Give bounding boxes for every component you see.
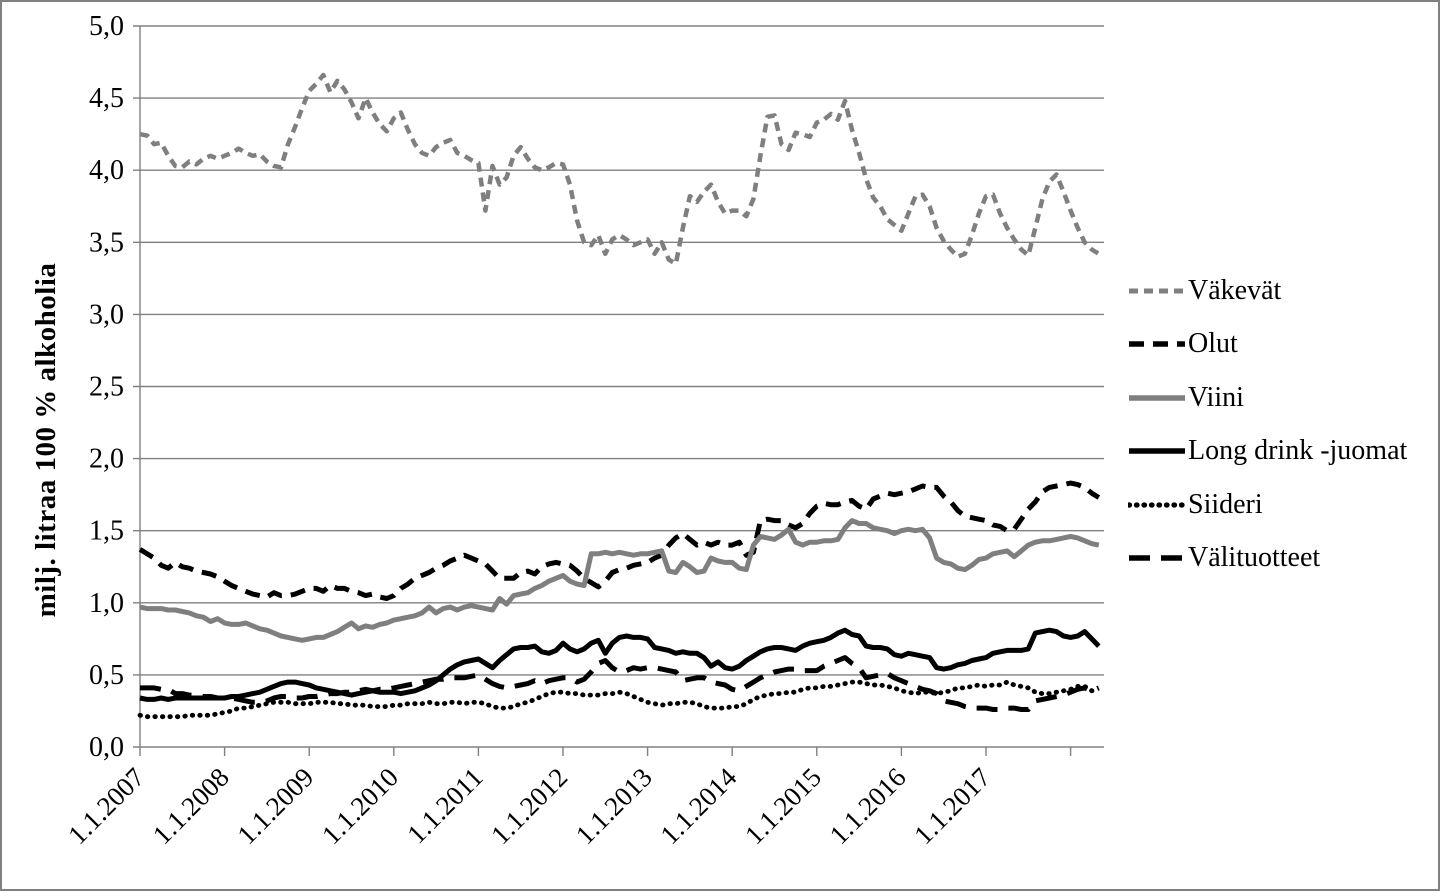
legend-item-siideri: Siideri [1128,478,1428,532]
series-line-valituotteet [140,655,1100,712]
x-tick-label: 1.1.2010 [316,762,404,850]
y-tick-label: 0,5 [89,660,124,691]
x-tick-label: 1.1.2013 [570,762,658,850]
legend-swatch-valituotteet-icon [1129,555,1185,561]
y-tick-label: 4,5 [89,83,124,114]
x-tick-label: 1.1.2007 [62,762,150,850]
legend-swatch-siideri-icon [1128,502,1186,508]
y-tick-label: 1,0 [89,588,124,619]
y-tick-label: 3,0 [89,299,124,330]
legend-item-long-drink: Long drink -juomat [1128,425,1428,479]
legend-swatch-vakevat-icon [1129,288,1185,294]
x-tick-label: 1.1.2016 [824,762,912,850]
legend-swatch-long-drink-icon [1129,448,1185,454]
x-tick-label: 1.1.2012 [485,762,573,850]
legend-label: Long drink -juomat [1188,435,1408,467]
legend-item-vakevat: Väkevät [1128,264,1428,318]
x-tick-label: 1.1.2008 [147,762,235,850]
x-tick-label: 1.1.2017 [908,762,996,850]
x-tick-label: 1.1.2009 [231,762,319,850]
y-tick-label: 5,0 [89,11,124,42]
legend-swatch-viini-icon [1129,395,1185,401]
y-axis-title: milj. litraa 100 % alkoholia [30,262,62,618]
legend-label: Viini [1188,381,1244,413]
legend-label: Väkevät [1188,274,1282,306]
series-line-vakevat [139,72,1100,267]
x-tick-label: 1.1.2011 [401,762,488,849]
legend-label: Olut [1188,328,1238,360]
chart-legend: Väkevät Olut Viini Long drink -juomat Siider… [1128,264,1428,585]
series-line-long-drink [139,627,1101,702]
legend-label: Siideri [1188,488,1263,520]
legend-item-valituotteet: Välituotteet [1128,532,1428,586]
series-line-viini [139,518,1100,643]
series-line-siideri [137,679,1102,720]
y-tick-label: 4,0 [89,155,124,186]
y-tick-label: 2,0 [89,444,124,475]
legend-item-olut: Olut [1128,318,1428,372]
y-tick-label: 1,5 [89,516,124,547]
legend-label: Välituotteet [1188,542,1321,574]
y-tick-label: 2,5 [89,372,124,403]
legend-swatch-olut-icon [1129,341,1185,347]
legend-item-viini: Viini [1128,371,1428,425]
x-tick-label: 1.1.2015 [739,762,827,850]
y-tick-label: 0,0 [89,732,124,763]
series-line-olut [138,480,1101,601]
y-tick-label: 3,5 [89,227,124,258]
x-tick-label: 1.1.2014 [654,762,742,850]
